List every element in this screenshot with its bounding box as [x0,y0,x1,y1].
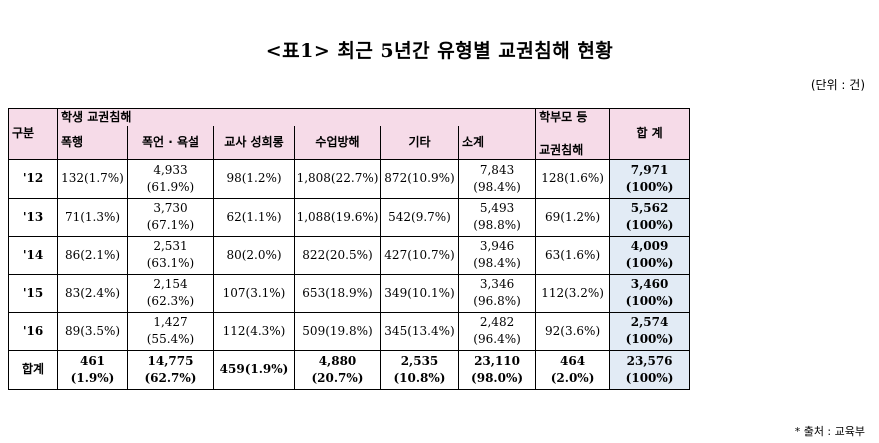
sum-harassment: 459(1.9%) [213,349,295,390]
cell-disruption: 822(20.5%) [294,235,381,275]
cell-verbal: 2,531 (63.1%) [127,235,214,275]
header-col-disruption: 수업방해 [294,126,381,160]
cell-other: 349(10.1%) [380,273,459,313]
cell-assault: 86(2.1%) [57,235,128,275]
row-year: '14 [8,235,58,275]
cell-other: 345(13.4%) [380,311,459,351]
cell-subtotal: 2,482 (96.4%) [457,311,537,351]
unit-label: (단위 : 건) [810,78,865,92]
cell-assault: 89(3.5%) [57,311,128,351]
row-year: '13 [8,197,58,237]
header-group-student: 학생 교권침해 [56,108,537,126]
cell-subtotal: 3,346 (96.8%) [457,273,537,313]
sum-disruption: 4,880 (20.7%) [294,349,381,390]
cell-parent: 128(1.6%) [535,158,611,199]
cell-disruption: 1,808(22.7%) [294,158,381,199]
sum-subtotal: 23,110 (98.0%) [457,349,537,390]
cell-disruption: 509(19.8%) [294,311,381,351]
sum-parent: 464 (2.0%) [535,349,611,390]
cell-disruption: 1,088(19.6%) [294,197,381,237]
cell-other: 542(9.7%) [380,197,459,237]
cell-verbal: 3,730 (67.1%) [127,197,214,237]
sum-verbal: 14,775 (62.7%) [127,349,214,390]
row-year: '12 [8,158,58,199]
cell-subtotal: 7,843 (98.4%) [457,158,537,199]
header-group-parent-line2: 교권침해 [535,126,611,160]
sum-label: 합계 [8,349,58,390]
cell-other: 872(10.9%) [380,158,459,199]
cell-total: 4,009 (100%) [609,235,691,275]
cell-assault: 71(1.3%) [57,197,128,237]
table-row: '13 71(1.3%) 3,730 (67.1%) 62(1.1%) 1,088… [8,197,691,237]
cell-harassment: 107(3.1%) [213,273,295,313]
table-row: '14 86(2.1%) 2,531 (63.1%) 80(2.0%) 822(2… [8,235,691,275]
header-group-parent-line1: 학부모 등 [535,108,611,126]
row-year: '15 [8,273,58,313]
header-total: 합 계 [609,108,691,160]
header-col-harassment: 교사 성희롱 [213,126,295,160]
cell-verbal: 4,933 (61.9%) [127,158,214,199]
cell-assault: 132(1.7%) [57,158,128,199]
cell-subtotal: 3,946 (98.4%) [457,235,537,275]
cell-harassment: 62(1.1%) [213,197,295,237]
cell-verbal: 2,154 (62.3%) [127,273,214,313]
source-note: * 출처 : 교육부 [794,425,865,438]
table-row: '16 89(3.5%) 1,427 (55.4%) 112(4.3%) 509(… [8,311,691,351]
header-col-verbal: 폭언 · 욕설 [127,126,214,160]
cell-harassment: 98(1.2%) [213,158,295,199]
header-col-other: 기타 [380,126,459,160]
cell-other: 427(10.7%) [380,235,459,275]
sum-total: 23,576 (100%) [609,349,691,390]
violation-table: 구분 학생 교권침해 학부모 등 합 계 폭행 폭언 · 욕설 교사 성희롱 수… [8,108,691,390]
sum-row: 합계 461 (1.9%) 14,775 (62.7%) 459(1.9%) 4,8… [8,349,691,390]
cell-total: 7,971 (100%) [609,158,691,199]
sum-assault: 461 (1.9%) [57,349,128,390]
cell-total: 2,574 (100%) [609,311,691,351]
cell-total: 3,460 (100%) [609,273,691,313]
cell-harassment: 80(2.0%) [213,235,295,275]
header-category: 구분 [8,108,58,160]
header-col-subtotal: 소계 [457,126,537,160]
cell-parent: 63(1.6%) [535,235,611,275]
cell-total: 5,562 (100%) [609,197,691,237]
table-row: '15 83(2.4%) 2,154 (62.3%) 107(3.1%) 653(… [8,273,691,313]
table-title: <표1> 최근 5년간 유형별 교권침해 현황 [265,40,614,62]
header-col-assault: 폭행 [57,126,128,160]
cell-assault: 83(2.4%) [57,273,128,313]
table-row: '12 132(1.7%) 4,933 (61.9%) 98(1.2%) 1,80… [8,158,691,199]
cell-verbal: 1,427 (55.4%) [127,311,214,351]
cell-disruption: 653(18.9%) [294,273,381,313]
cell-harassment: 112(4.3%) [213,311,295,351]
cell-parent: 69(1.2%) [535,197,611,237]
cell-subtotal: 5,493 (98.8%) [457,197,537,237]
cell-parent: 112(3.2%) [535,273,611,313]
sum-other: 2,535 (10.8%) [380,349,459,390]
row-year: '16 [8,311,58,351]
cell-parent: 92(3.6%) [535,311,611,351]
